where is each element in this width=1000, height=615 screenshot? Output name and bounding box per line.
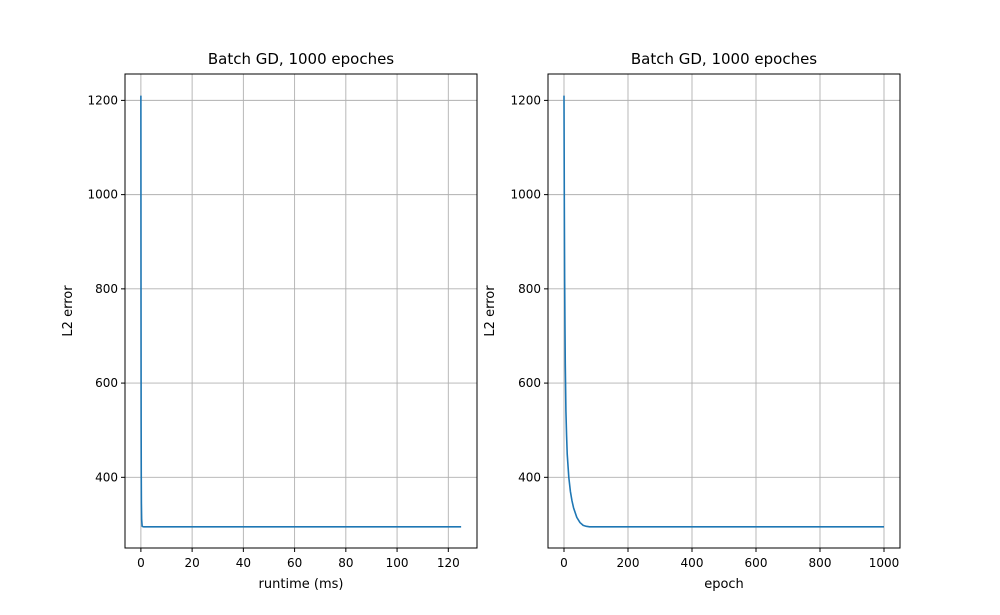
y-tick-label: 600 bbox=[95, 376, 118, 390]
x-tick-label: 200 bbox=[617, 556, 640, 570]
y-tick-label: 400 bbox=[518, 470, 541, 484]
y-axis-label: L2 error bbox=[61, 285, 76, 337]
y-tick-label: 1200 bbox=[87, 93, 118, 107]
x-tick-label: 120 bbox=[437, 556, 460, 570]
x-tick-label: 0 bbox=[137, 556, 145, 570]
plot-frame bbox=[124, 73, 478, 549]
series-line bbox=[140, 95, 462, 528]
x-tick-label: 40 bbox=[236, 556, 251, 570]
x-tick-label: 20 bbox=[184, 556, 199, 570]
y-tick-label: 1000 bbox=[510, 188, 541, 202]
x-tick-label: 1000 bbox=[869, 556, 900, 570]
chart-epoch: Batch GD, 1000 epoches epoch L2 error 0 2… bbox=[483, 50, 901, 592]
x-tick-label: 60 bbox=[287, 556, 302, 570]
y-tick-label: 400 bbox=[95, 470, 118, 484]
x-tick-label: 80 bbox=[338, 556, 353, 570]
x-tick-label: 800 bbox=[809, 556, 832, 570]
chart-title: Batch GD, 1000 epoches bbox=[631, 50, 817, 68]
y-axis-label: L2 error bbox=[483, 285, 498, 337]
y-tick-label: 1000 bbox=[87, 188, 118, 202]
grid bbox=[125, 74, 477, 548]
chart-runtime: Batch GD, 1000 epoches runtime (ms) L2 e… bbox=[61, 50, 478, 592]
x-tick-label: 400 bbox=[681, 556, 704, 570]
x-axis-label: runtime (ms) bbox=[259, 577, 344, 592]
y-tick-label: 600 bbox=[518, 376, 541, 390]
series-line bbox=[563, 95, 884, 528]
x-tick-label: 100 bbox=[386, 556, 409, 570]
plot-frame bbox=[547, 73, 901, 549]
y-tick-label: 800 bbox=[95, 282, 118, 296]
y-tick-label: 1200 bbox=[510, 93, 541, 107]
x-axis-label: epoch bbox=[704, 577, 744, 592]
x-tick-label: 0 bbox=[560, 556, 568, 570]
x-tick-label: 600 bbox=[745, 556, 768, 570]
y-tick-label: 800 bbox=[518, 282, 541, 296]
grid bbox=[548, 74, 900, 548]
chart-title: Batch GD, 1000 epoches bbox=[208, 50, 394, 68]
